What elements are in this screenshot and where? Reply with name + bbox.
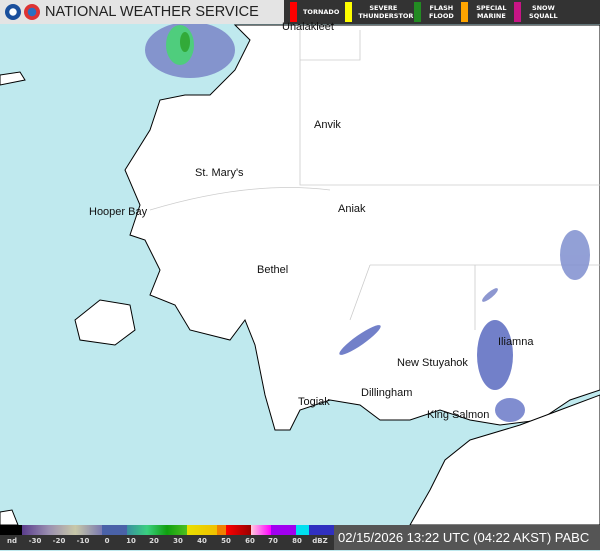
city-label: Iliamna (498, 336, 534, 348)
special-marine-swatch (461, 2, 469, 22)
city-label: New Stuyahok (397, 357, 468, 369)
dbz-tick: 10 (126, 537, 136, 545)
header: NATIONAL WEATHER SERVICE (0, 0, 284, 24)
city-label: Togiak (298, 396, 330, 408)
city-label: Aniak (338, 203, 366, 215)
warning-legend: TORNADO SEVERE THUNDERSTORM FLASH FLOOD … (284, 0, 600, 24)
city-label: Dillingham (361, 387, 413, 399)
dbz-tick: 30 (173, 537, 183, 545)
dbz-tick: -30 (28, 537, 42, 545)
severe-thunderstorm-swatch (345, 2, 353, 22)
warning-flash-flood: FLASH FLOOD (414, 2, 455, 22)
city-label: King Salmon (427, 409, 490, 421)
warning-tornado: TORNADO (290, 2, 339, 22)
dbz-tick: nd (7, 537, 17, 545)
dbz-tick: 40 (197, 537, 207, 545)
city-label: Hooper Bay (89, 206, 148, 218)
page-title: NATIONAL WEATHER SERVICE (45, 4, 259, 20)
city-label: St. Mary's (195, 167, 244, 179)
nws-logo (24, 4, 40, 20)
radar-echoes (145, 22, 590, 422)
noaa-logo (5, 4, 21, 20)
alaska-peninsula (409, 394, 600, 526)
warning-special-marine: SPECIAL MARINE (461, 2, 508, 22)
dbz-tick: -20 (52, 537, 66, 545)
city-label: Unalakleet (282, 21, 334, 33)
warning-label: SNOW SQUALL (529, 4, 558, 20)
land-west (0, 71, 26, 86)
warning-label: FLASH FLOOD (428, 4, 454, 20)
nunivak-island (74, 299, 136, 346)
borders (149, 25, 600, 330)
warning-snow-squall: SNOW SQUALL (514, 2, 559, 22)
mainland (124, 24, 600, 431)
dbz-tick: 20 (149, 537, 159, 545)
dbz-tick: dBZ (312, 537, 328, 545)
dbz-color-scale (0, 525, 334, 535)
warning-label: SPECIAL MARINE (476, 4, 507, 20)
tornado-swatch (290, 2, 297, 22)
warning-label: SEVERE THUNDERSTORM (358, 4, 420, 20)
warning-severe-thunderstorm: SEVERE THUNDERSTORM (345, 2, 420, 22)
dbz-tick: 0 (104, 537, 110, 545)
snow-squall-swatch (514, 2, 522, 22)
land-southwest (0, 509, 19, 526)
timestamp: 02/15/2026 13:22 UTC (04:22 AKST) PABC (334, 525, 600, 550)
dbz-tick: 80 (292, 537, 302, 545)
flash-flood-swatch (414, 2, 422, 22)
city-label: Anvik (314, 119, 341, 131)
city-label: Bethel (257, 264, 289, 276)
dbz-tick: 60 (245, 537, 255, 545)
dbz-tick: 70 (268, 537, 278, 545)
warning-label: TORNADO (303, 8, 340, 16)
dbz-tick: 50 (221, 537, 231, 545)
dbz-tick: -10 (76, 537, 90, 545)
